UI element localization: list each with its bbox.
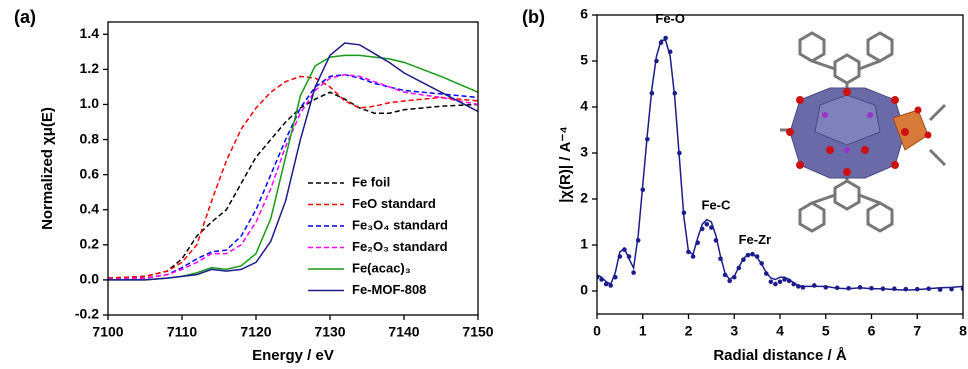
- atom: [925, 132, 932, 139]
- atom: [915, 107, 922, 114]
- ring: [800, 203, 824, 231]
- atom: [843, 168, 851, 176]
- x-tick-label: 7130: [314, 324, 345, 340]
- atom: [901, 128, 909, 136]
- ring: [868, 33, 892, 61]
- atom: [796, 96, 804, 104]
- x-axis-title: Energy / eV: [252, 347, 334, 364]
- legend-label: Fe-MOF-808: [352, 282, 426, 297]
- ring: [800, 33, 824, 61]
- y-tick-label: 4: [580, 98, 588, 114]
- x-tick-label: 1: [639, 323, 647, 339]
- legend-label: Fe foil: [352, 174, 390, 189]
- y-axis-title: Normalized χμ(E): [39, 107, 56, 230]
- ring: [835, 55, 859, 83]
- ring: [835, 181, 859, 209]
- legend-label: Fe₂O₃ standard: [352, 239, 448, 254]
- bond: [859, 195, 880, 203]
- x-tick-label: 4: [776, 323, 784, 339]
- x-tick-label: 2: [685, 323, 693, 339]
- atom: [861, 146, 869, 154]
- x-tick-label: 7100: [92, 324, 123, 340]
- atom: [826, 146, 834, 154]
- x-tick-label: 0: [593, 323, 601, 339]
- plot-frame: [597, 15, 963, 314]
- zr-cluster: [786, 88, 932, 178]
- y-tick-label: 0.6: [80, 165, 100, 181]
- y-tick-label: 5: [580, 52, 588, 68]
- atom: [822, 112, 828, 118]
- y-tick-label: 1.4: [80, 25, 100, 41]
- data-point: [631, 270, 636, 275]
- ring: [868, 203, 892, 231]
- figure: (a)Energy / eVNormalized χμ(E)7100711071…: [0, 0, 968, 369]
- data-line: [597, 40, 963, 290]
- y-tick-label: 0.2: [80, 236, 100, 252]
- data-point: [769, 280, 774, 285]
- annotation: Fe-O: [655, 11, 685, 26]
- bond: [859, 61, 880, 69]
- atom: [796, 161, 804, 169]
- data-point: [778, 280, 783, 285]
- atom: [891, 161, 899, 169]
- atom: [786, 128, 794, 136]
- panel-label: (b): [522, 7, 545, 27]
- y-axis-title: |χ(R)| / A⁻⁴: [557, 126, 574, 203]
- annotation: Fe-C: [702, 197, 732, 212]
- y-tick-label: 0.8: [80, 130, 100, 146]
- atom: [891, 96, 899, 104]
- y-tick-label: 0.4: [80, 200, 100, 216]
- data-point: [773, 282, 778, 287]
- plot-area: [595, 36, 966, 292]
- bond: [812, 61, 835, 69]
- atom: [867, 112, 873, 118]
- y-tick-label: 2: [580, 190, 588, 206]
- x-tick-label: 7110: [167, 324, 198, 340]
- x-tick-label: 7: [913, 323, 921, 339]
- x-tick-label: 5: [822, 323, 830, 339]
- annotation: Fe-Zr: [739, 232, 772, 247]
- y-tick-label: 1.0: [80, 95, 100, 111]
- legend-label: Fe₃O₄ standard: [352, 217, 448, 232]
- x-tick-label: 7140: [388, 324, 419, 340]
- atom: [844, 147, 850, 153]
- panel-label: (a): [14, 7, 36, 27]
- x-axis-title: Radial distance / Å: [713, 347, 847, 364]
- y-tick-label: 6: [580, 6, 588, 22]
- bond: [930, 105, 945, 120]
- bond: [930, 150, 945, 165]
- x-tick-label: 8: [959, 323, 967, 339]
- bond: [812, 195, 835, 203]
- x-tick-label: 7120: [240, 324, 271, 340]
- legend-label: FeO standard: [352, 196, 436, 211]
- legend-label: Fe(acac)₃: [352, 260, 411, 275]
- y-tick-label: -0.2: [75, 306, 99, 322]
- y-tick-label: 1: [580, 236, 588, 252]
- x-tick-label: 7150: [462, 324, 493, 340]
- y-tick-label: 1.2: [80, 60, 100, 76]
- y-tick-label: 0: [580, 282, 588, 298]
- x-tick-label: 6: [868, 323, 876, 339]
- page: {"chart_data": [ {"type": "line", "panel…: [0, 0, 968, 369]
- data-point: [705, 222, 710, 227]
- atom: [843, 88, 851, 96]
- y-tick-label: 0.0: [80, 271, 100, 287]
- y-tick-label: 3: [580, 144, 588, 160]
- x-tick-label: 3: [730, 323, 738, 339]
